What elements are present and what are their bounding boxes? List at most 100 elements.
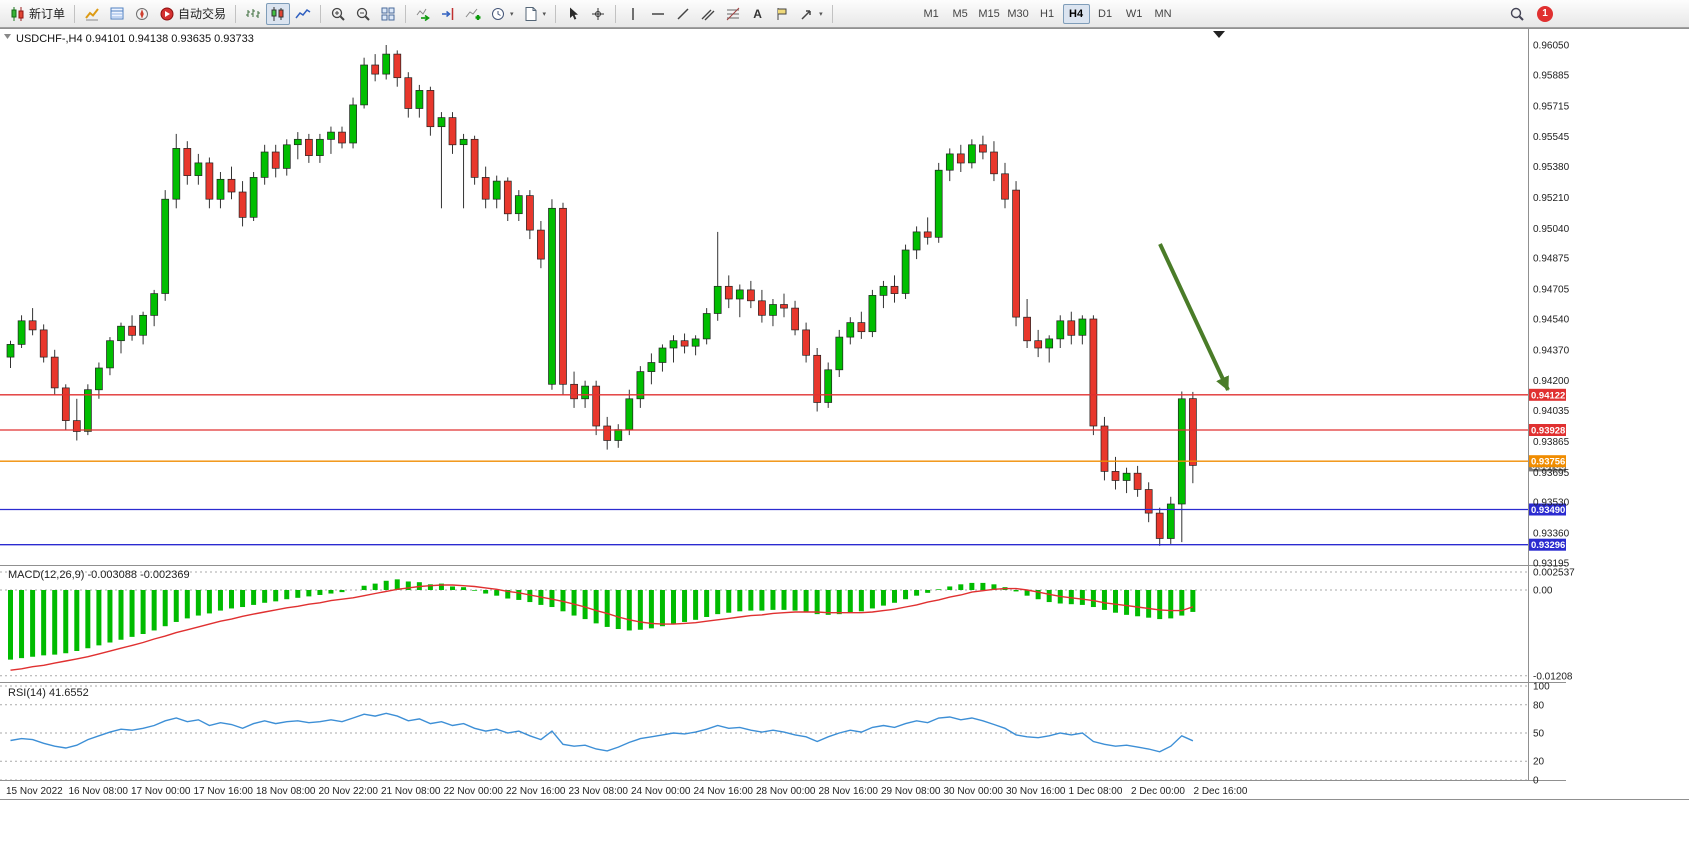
auto-scroll-button[interactable] <box>411 3 435 25</box>
svg-text:0.95380: 0.95380 <box>1533 162 1570 173</box>
arrows-icon <box>801 9 811 20</box>
zoom-out-icon <box>356 7 370 21</box>
svg-text:0.95715: 0.95715 <box>1533 101 1570 112</box>
svg-text:0.93695: 0.93695 <box>1533 468 1570 479</box>
search-button[interactable] <box>1505 3 1529 25</box>
periods-button[interactable]: ▾ <box>486 3 518 25</box>
svg-text:28 Nov 00:00: 28 Nov 00:00 <box>756 786 816 797</box>
new-order-label: 新订单 <box>29 7 66 21</box>
macd-label: MACD(12,26,9) -0.003088 -0.002369 <box>8 569 190 581</box>
timeframe-button-m5[interactable]: M5 <box>947 4 974 24</box>
timeframe-button-w1[interactable]: W1 <box>1121 4 1148 24</box>
svg-text:20 Nov 22:00: 20 Nov 22:00 <box>319 786 379 797</box>
rsi-line <box>10 712 1194 753</box>
toolbar-separator <box>555 4 557 23</box>
horizontal-line-button[interactable] <box>646 3 670 25</box>
svg-text:17 Nov 00:00: 17 Nov 00:00 <box>131 786 191 797</box>
svg-text:24 Nov 00:00: 24 Nov 00:00 <box>631 786 691 797</box>
text-tool-icon: A <box>753 6 762 21</box>
periods-clock-icon <box>492 7 505 20</box>
toolbar-separator <box>320 4 322 23</box>
navigator-button[interactable] <box>130 3 154 25</box>
zoom-out-button[interactable] <box>351 3 375 25</box>
svg-text:23 Nov 08:00: 23 Nov 08:00 <box>569 786 629 797</box>
svg-text:0.94370: 0.94370 <box>1533 345 1570 356</box>
trendline-icon <box>677 7 689 20</box>
line-chart-button[interactable] <box>291 3 315 25</box>
trend-arrow-annotation[interactable] <box>1158 243 1230 391</box>
svg-text:2 Dec 16:00: 2 Dec 16:00 <box>1194 786 1248 797</box>
macd-histogram <box>8 579 1196 660</box>
svg-text:50: 50 <box>1533 729 1545 740</box>
bar-chart-button[interactable] <box>241 3 265 25</box>
svg-text:0.94200: 0.94200 <box>1533 376 1570 387</box>
toolbar-separator <box>74 4 76 23</box>
svg-text:16 Nov 08:00: 16 Nov 08:00 <box>69 786 129 797</box>
svg-text:0.93756: 0.93756 <box>1531 457 1565 468</box>
arrows-button[interactable]: ▾ <box>795 3 827 25</box>
tile-windows-button[interactable] <box>376 3 400 25</box>
timeframe-button-m15[interactable]: M15 <box>976 4 1003 24</box>
svg-text:80: 80 <box>1533 700 1545 711</box>
rsi-label: RSI(14) 41.6552 <box>8 687 89 699</box>
svg-text:20: 20 <box>1533 757 1545 768</box>
timeframe-button-mn[interactable]: MN <box>1150 4 1177 24</box>
chevron-down-icon: ▾ <box>542 10 547 18</box>
indicators-button[interactable] <box>461 3 485 25</box>
chart-title: USDCHF-,H4 0.94101 0.94138 0.93635 0.937… <box>16 33 254 45</box>
chart-shift-marker <box>1213 31 1225 38</box>
collapse-arrow-icon[interactable] <box>4 34 11 39</box>
auto-trading-icon <box>160 7 174 20</box>
candlestick-chart-button[interactable] <box>266 2 291 25</box>
vertical-line-button[interactable] <box>621 3 645 25</box>
price-tag-0.93928: 0.93928 <box>1529 424 1566 437</box>
svg-text:0.95885: 0.95885 <box>1533 70 1570 81</box>
svg-text:18 Nov 08:00: 18 Nov 08:00 <box>256 786 316 797</box>
svg-text:0.95210: 0.95210 <box>1533 193 1570 204</box>
auto-trading-button[interactable]: 自动交易 <box>155 3 230 25</box>
notification-badge[interactable]: 1 <box>1537 5 1553 22</box>
crosshair-button[interactable] <box>586 3 610 25</box>
cursor-button[interactable] <box>561 3 585 25</box>
chart-shift-button[interactable] <box>436 3 460 25</box>
chevron-down-icon: ▾ <box>510 10 514 18</box>
timeframe-button-d1[interactable]: D1 <box>1092 4 1119 24</box>
svg-text:0.00: 0.00 <box>1533 586 1553 597</box>
timeframe-group: M1 M5 M15 M30 H1 H4 D1 W1 MN <box>918 3 1177 24</box>
timeframe-button-m1[interactable]: M1 <box>918 4 945 24</box>
svg-text:30 Nov 16:00: 30 Nov 16:00 <box>1006 786 1066 797</box>
svg-text:0.93195: 0.93195 <box>1533 559 1570 570</box>
crosshair-icon <box>592 7 605 20</box>
templates-button[interactable]: ▾ <box>519 3 551 25</box>
auto-scroll-icon <box>416 8 430 21</box>
fibonacci-button[interactable] <box>721 3 745 25</box>
svg-text:0.93928: 0.93928 <box>1531 426 1565 437</box>
toolbar-separator <box>615 4 617 23</box>
chart-shift-icon <box>442 7 454 20</box>
svg-text:2 Dec 00:00: 2 Dec 00:00 <box>1131 786 1185 797</box>
timeframe-button-m30[interactable]: M30 <box>1005 4 1032 24</box>
price-axis: 0.96050 0.95885 0.95715 0.95545 0.95380 0.952… <box>1533 41 1575 787</box>
svg-text:21 Nov 08:00: 21 Nov 08:00 <box>381 786 441 797</box>
svg-text:0.95040: 0.95040 <box>1533 224 1570 235</box>
text-button[interactable]: A <box>746 3 769 25</box>
templates-icon <box>525 6 537 21</box>
price-chart[interactable]: 0.937330.941220.939280.937560.934900.932… <box>0 28 1689 864</box>
new-order-icon <box>11 6 24 21</box>
equidistant-channel-icon <box>701 9 715 20</box>
text-label-button[interactable] <box>770 3 794 25</box>
line-chart-icon <box>295 8 311 18</box>
data-window-button[interactable] <box>105 3 129 25</box>
market-watch-button[interactable] <box>80 3 104 25</box>
chart-area[interactable]: 0.937330.941220.939280.937560.934900.932… <box>0 28 1689 864</box>
timeframe-button-h4[interactable]: H4 <box>1062 3 1090 24</box>
timeframe-button-h1[interactable]: H1 <box>1034 4 1061 24</box>
toolbar-separator <box>405 4 407 23</box>
zoom-in-button[interactable] <box>326 3 350 25</box>
toolbar: 新订单 自动交易 ▾ ▾ A <box>0 0 1689 28</box>
new-order-button[interactable]: 新订单 <box>6 3 69 25</box>
toolbar-separator <box>831 4 833 23</box>
trendline-button[interactable] <box>671 3 695 25</box>
equidistant-channel-button[interactable] <box>696 3 720 25</box>
